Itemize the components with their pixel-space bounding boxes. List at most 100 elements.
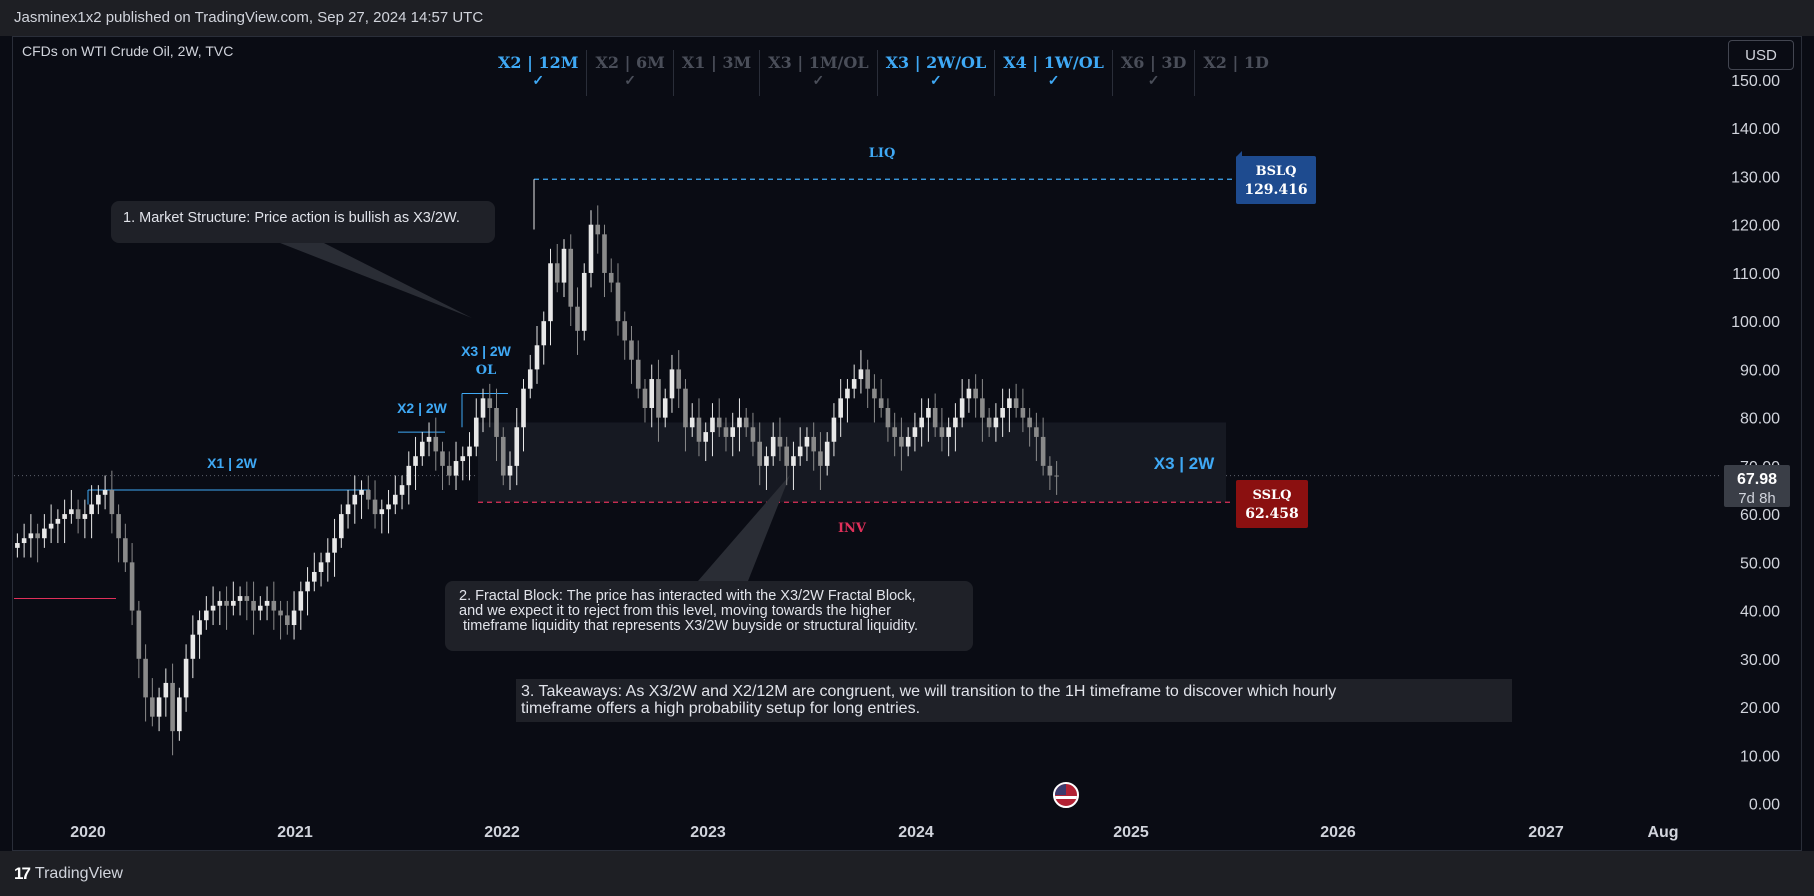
- y-tick-label: 150.00: [1731, 73, 1780, 90]
- candle-body: [1034, 427, 1039, 437]
- check-icon: ✓: [624, 73, 637, 89]
- candle-body: [716, 417, 722, 428]
- candle-body: [986, 417, 992, 428]
- last-price-tag: [1724, 465, 1790, 507]
- candle-body: [156, 697, 162, 717]
- candle-body: [784, 446, 789, 466]
- candle-body: [710, 417, 715, 433]
- candle-body: [116, 514, 121, 539]
- candle-body: [723, 427, 729, 437]
- candle-body: [109, 489, 115, 515]
- y-tick-label: 90.00: [1740, 362, 1780, 379]
- candle-body: [703, 432, 709, 442]
- candle-body: [669, 369, 675, 399]
- candle-body: [642, 388, 648, 408]
- ol-label: OL: [476, 363, 496, 378]
- candle-body: [878, 398, 884, 408]
- timeframe-label: X3 | 1M/OL: [768, 53, 869, 72]
- x-tick-label: 2020: [70, 824, 106, 841]
- candle-body: [210, 605, 216, 611]
- check-icon: ✓: [1047, 73, 1060, 89]
- y-tick-label: 140.00: [1731, 121, 1780, 138]
- candle-body: [413, 456, 418, 466]
- candle-body: [818, 451, 823, 466]
- tradingview-logo[interactable]: 17 TradingView: [14, 864, 123, 884]
- candle-body: [89, 504, 94, 515]
- candle-body: [392, 494, 398, 505]
- timeframe-label: X6 | 3D: [1120, 53, 1187, 72]
- note-takeaways-line: 3. Takeaways: As X3/2W and X2/12M are co…: [521, 683, 1337, 700]
- candle-body: [548, 263, 553, 322]
- candle-body: [42, 528, 47, 539]
- candle-body: [291, 610, 297, 626]
- candle-body: [743, 417, 749, 428]
- candle-body: [959, 398, 965, 418]
- x-tick-label: 2022: [484, 824, 520, 841]
- candle-body: [494, 407, 499, 437]
- y-tick-label: 30.00: [1740, 652, 1780, 669]
- candle-body: [325, 552, 331, 563]
- last-price-value: 67.98: [1737, 471, 1777, 488]
- candle-body: [217, 600, 223, 606]
- candle-body: [372, 499, 378, 515]
- candle-body: [1000, 407, 1005, 418]
- x-tick-label: 2024: [898, 824, 934, 841]
- candle-body: [993, 417, 999, 428]
- x2-2w-label: X2 | 2W: [397, 400, 448, 416]
- candle-body: [136, 610, 142, 659]
- candle-body: [649, 379, 655, 408]
- bslq-tag-value: 129.416: [1244, 182, 1307, 198]
- footer-bar: 17 TradingView: [0, 851, 1814, 896]
- bslq-tag-label: BSLQ: [1256, 164, 1297, 179]
- candle-body: [926, 407, 931, 418]
- candle-body: [757, 441, 762, 466]
- candle-body: [123, 538, 128, 563]
- published-info: Jasminex1x2 published on TradingView.com…: [14, 9, 484, 26]
- candle-body: [48, 523, 54, 529]
- candle-body: [892, 427, 897, 437]
- note-fractal-block-line: timeframe liquidity that represents X3/2…: [463, 618, 919, 634]
- candle-body: [804, 436, 810, 447]
- timeframe-label: X2 | 1D: [1203, 53, 1269, 72]
- candle-body: [352, 494, 358, 505]
- candle-body: [656, 379, 661, 418]
- candle-body: [838, 398, 843, 418]
- note-market-structure: 1. Market Structure: Price action is bul…: [111, 201, 495, 243]
- candle-body: [919, 417, 924, 428]
- candle-body: [1054, 475, 1059, 477]
- x-tick-label: 2026: [1320, 824, 1356, 841]
- x-tick-label: 2023: [690, 824, 726, 841]
- timeframe-label: X2 | 12M: [498, 53, 579, 72]
- candle-body: [689, 417, 695, 428]
- us-flag-icon[interactable]: [1053, 782, 1079, 808]
- candle-body: [365, 489, 371, 500]
- timeframe-item: X2 | 1D: [1195, 50, 1277, 96]
- inv-label: INV: [838, 521, 867, 536]
- candle-body: [683, 388, 688, 428]
- candle-body: [460, 456, 466, 462]
- y-tick-label: 50.00: [1740, 555, 1780, 572]
- candle-body: [500, 436, 506, 476]
- timeframe-item: X6 | 3D ✓: [1113, 50, 1196, 96]
- candle-body: [629, 340, 634, 360]
- x-tick-label: 2021: [277, 824, 313, 841]
- x-tick-label: 2027: [1528, 824, 1564, 841]
- candle-body: [82, 514, 88, 519]
- fractal-block-zone: [478, 422, 1226, 503]
- candle-body: [581, 272, 587, 331]
- candle-body: [96, 494, 101, 505]
- candle-body: [318, 562, 324, 572]
- candle-body: [885, 407, 891, 428]
- bslq-tag: [1236, 156, 1316, 204]
- candle-body: [150, 697, 155, 717]
- timeframe-checklist: X2 | 12M ✓ X2 | 6M ✓ X1 | 3M X3 | 1M/OL ✓ X3 |…: [490, 50, 1277, 96]
- note-takeaways: 3. Takeaways: As X3/2W and X2/12M are co…: [516, 679, 1512, 722]
- check-icon: ✓: [532, 73, 545, 89]
- timeframe-label: X2 | 6M: [595, 53, 665, 72]
- currency-button[interactable]: USD: [1728, 40, 1794, 70]
- candle-body: [730, 427, 736, 437]
- candle-body: [737, 417, 742, 428]
- note-fractal-block-line: and we expect it to reject from this lev…: [459, 603, 891, 619]
- y-tick-label: 10.00: [1740, 748, 1780, 765]
